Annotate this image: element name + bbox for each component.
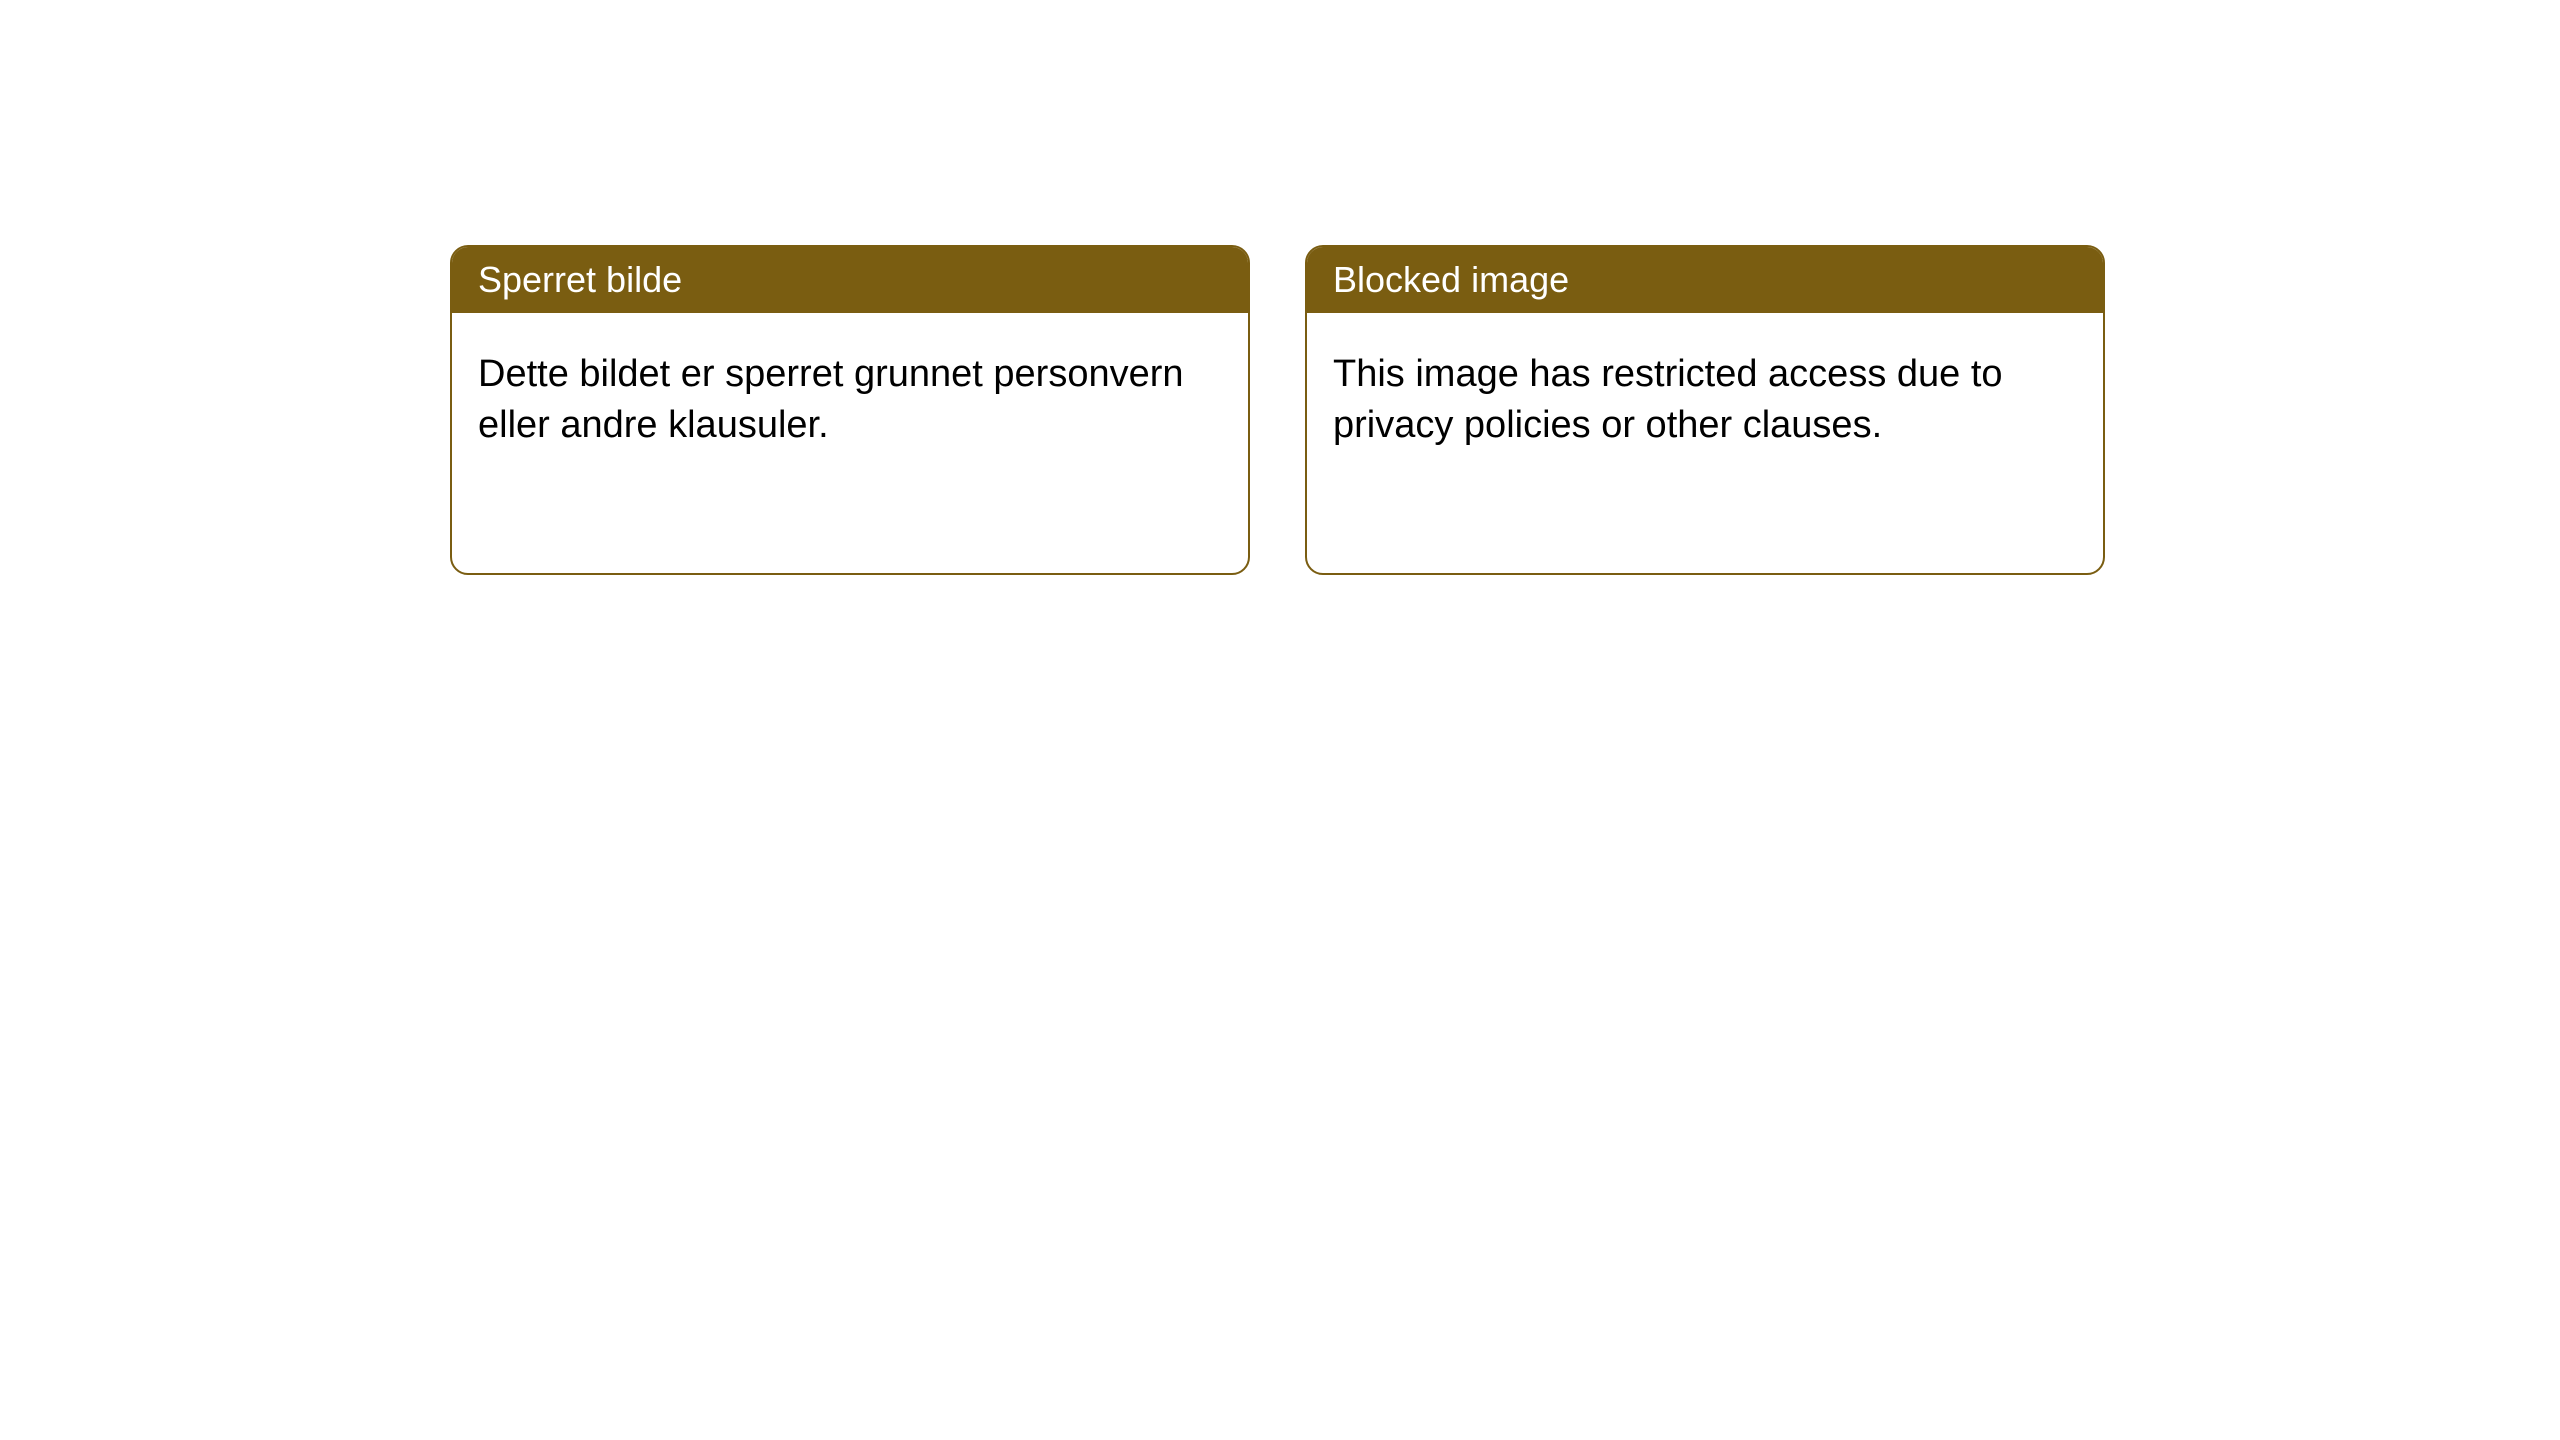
- notice-card-body-no: Dette bildet er sperret grunnet personve…: [452, 313, 1248, 488]
- notice-card-body-en: This image has restricted access due to …: [1307, 313, 2103, 488]
- notice-card-text-no: Dette bildet er sperret grunnet personve…: [478, 353, 1184, 446]
- notice-card-header-no: Sperret bilde: [452, 247, 1248, 313]
- notice-card-en: Blocked image This image has restricted …: [1305, 245, 2105, 575]
- notice-card-title-no: Sperret bilde: [478, 259, 682, 300]
- notice-card-text-en: This image has restricted access due to …: [1333, 353, 2003, 446]
- notice-card-header-en: Blocked image: [1307, 247, 2103, 313]
- notice-cards-container: Sperret bilde Dette bildet er sperret gr…: [450, 245, 2105, 575]
- notice-card-no: Sperret bilde Dette bildet er sperret gr…: [450, 245, 1250, 575]
- notice-card-title-en: Blocked image: [1333, 259, 1569, 300]
